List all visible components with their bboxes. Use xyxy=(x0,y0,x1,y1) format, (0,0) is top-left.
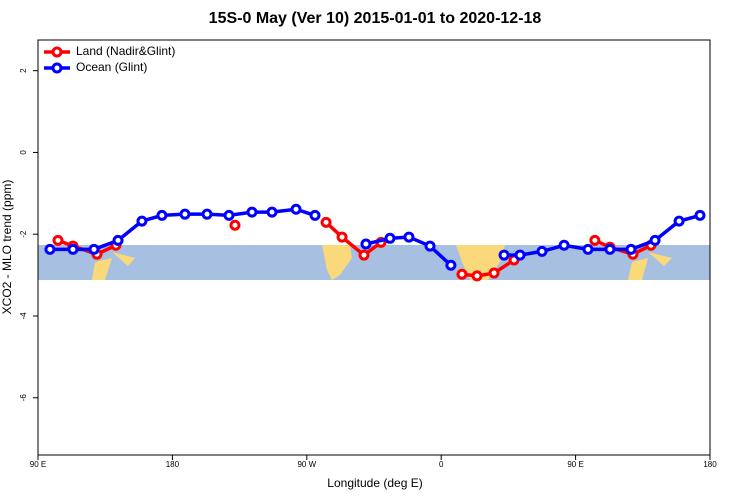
x-tick-label: 180 xyxy=(703,460,717,469)
legend-marker xyxy=(51,62,63,74)
point xyxy=(649,234,661,246)
x-tick-label: 180 xyxy=(166,460,180,469)
point xyxy=(229,219,241,231)
x-tick-label: 0 xyxy=(439,460,444,469)
point xyxy=(384,232,396,244)
point xyxy=(582,243,594,255)
legend-marker xyxy=(51,46,63,58)
y-tick-label: -2 xyxy=(19,230,28,238)
point xyxy=(445,259,457,271)
y-tick-label: 2 xyxy=(19,68,28,73)
land-shape xyxy=(92,258,112,280)
point xyxy=(358,249,370,261)
y-tick-label: -6 xyxy=(19,394,28,402)
point xyxy=(498,249,510,261)
land-shape xyxy=(112,252,135,266)
y-tick-label: 0 xyxy=(19,150,28,155)
point xyxy=(625,243,637,255)
point xyxy=(536,245,548,257)
point xyxy=(156,209,168,221)
point xyxy=(488,267,500,279)
land-shape xyxy=(628,258,648,280)
point xyxy=(88,243,100,255)
point xyxy=(266,206,278,218)
legend-label: Ocean (Glint) xyxy=(76,60,147,74)
point xyxy=(336,231,348,243)
point xyxy=(201,208,213,220)
y-tick-label: -4 xyxy=(19,312,28,320)
point xyxy=(558,239,570,251)
point xyxy=(589,234,601,246)
x-tick-label: 90 W xyxy=(297,460,316,469)
legend-label: Land (Nadir&Glint) xyxy=(76,44,175,58)
y-axis-label: XCO2 - MLO trend (ppm) xyxy=(0,180,14,315)
point xyxy=(52,234,64,246)
x-tick-label: 90 E xyxy=(30,460,46,469)
point xyxy=(514,249,526,261)
point xyxy=(112,234,124,246)
chart-title: 15S-0 May (Ver 10) 2015-01-01 to 2020-12… xyxy=(209,10,542,27)
point xyxy=(403,231,415,243)
point xyxy=(604,243,616,255)
land-shape xyxy=(322,245,352,280)
point xyxy=(44,243,56,255)
point xyxy=(360,238,372,250)
x-axis-label: Longitude (deg E) xyxy=(327,476,422,490)
point xyxy=(673,215,685,227)
point xyxy=(456,268,468,280)
point xyxy=(290,203,302,215)
x-tick-label: 90 E xyxy=(567,460,583,469)
point xyxy=(694,209,706,221)
plot-frame xyxy=(37,39,711,456)
point xyxy=(136,215,148,227)
point xyxy=(67,243,79,255)
land-shape xyxy=(648,252,672,266)
point xyxy=(246,206,258,218)
point xyxy=(424,240,436,252)
point xyxy=(223,209,235,221)
point xyxy=(309,209,321,221)
point xyxy=(179,208,191,220)
point xyxy=(471,270,483,282)
point xyxy=(320,216,332,228)
